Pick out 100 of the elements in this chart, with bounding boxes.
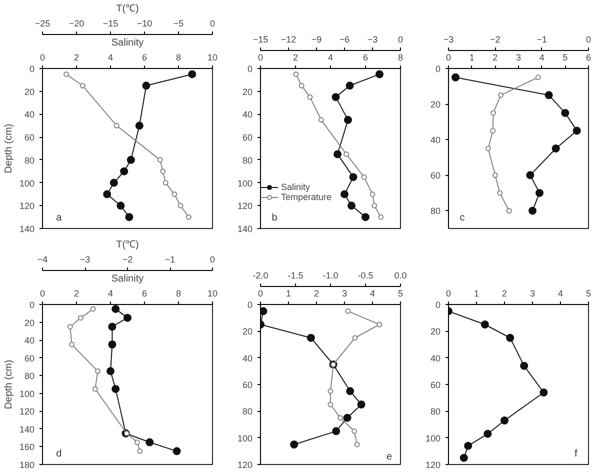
x-tick-label: 0 — [446, 288, 452, 298]
y-tick-label: 120 — [425, 460, 441, 470]
x2-tick-label: 0 — [210, 18, 216, 28]
y-tick-label: 40 — [242, 353, 253, 364]
y-tick-label: 20 — [430, 100, 441, 110]
x-tick-label: 5 — [398, 288, 404, 298]
y-tick-label: 80 — [24, 155, 35, 166]
x-tick-label: 4 — [328, 52, 334, 62]
y-tick-label: 20 — [430, 326, 441, 337]
y-axis-title: Depth (cm) — [3, 124, 14, 174]
y-tick-label: 60 — [24, 353, 35, 364]
y-tick-label: 80 — [242, 155, 253, 166]
x2-tick-label: -1.0 — [322, 270, 338, 280]
y-tick-label: 120 — [237, 460, 253, 470]
x-tick-label: 5 — [586, 288, 592, 298]
x-tick-label: 1 — [286, 288, 292, 298]
x-tick-label: 1 — [469, 52, 474, 62]
x-axis-title: Salinity — [111, 274, 144, 284]
y-tick-label: 0 — [435, 300, 441, 310]
annotation: f — [574, 448, 578, 460]
x2-tick-label: -0.5 — [358, 270, 374, 280]
x2-tick-label: -2.0 — [252, 270, 268, 280]
y-tick-label: 60 — [24, 132, 35, 143]
y-tick-label: 0 — [435, 64, 441, 74]
y-tick-label: 20 — [24, 318, 35, 328]
x-tick-label: 4 — [539, 52, 544, 62]
x2-tick-label: 0.0 — [394, 270, 407, 280]
legend-label: Temperature — [281, 192, 332, 202]
y-tick-label: 20 — [242, 326, 253, 337]
x-tick-label: 3 — [530, 288, 536, 298]
x-tick-label: 2 — [314, 288, 320, 298]
x2-tick-label: −2 — [490, 34, 500, 44]
x2-tick-label: −4 — [37, 254, 48, 264]
y-tick-label: 160 — [19, 442, 35, 452]
y-tick-label: 100 — [237, 433, 253, 444]
y-tick-label: 40 — [430, 135, 441, 146]
y-tick-label: 120 — [237, 201, 253, 212]
x2-tick-label: −9 — [311, 34, 322, 44]
x-tick-label: 4 — [370, 288, 376, 298]
annotation: a — [56, 212, 62, 224]
x-tick-label: 8 — [176, 288, 182, 298]
annotation: b — [272, 212, 278, 224]
y-tick-label: 140 — [19, 224, 35, 234]
x-tick-label: 6 — [586, 52, 592, 62]
x-tick-label: 0 — [258, 52, 264, 62]
x-tick-label: 2 — [74, 52, 80, 62]
y-tick-label: 180 — [19, 460, 35, 470]
x-tick-label: 0 — [258, 288, 264, 298]
y-tick-label: 60 — [430, 170, 441, 181]
y-tick-label: 120 — [19, 406, 35, 417]
x2-tick-label: −1 — [164, 254, 176, 264]
x2-tick-label: −3 — [367, 34, 378, 44]
x2-tick-label: 0 — [210, 254, 216, 264]
y-tick-label: 120 — [19, 201, 35, 212]
y-tick-label: 100 — [19, 388, 35, 399]
y-tick-label: 80 — [24, 371, 35, 382]
x2-tick-label: −1 — [536, 34, 547, 44]
x-tick-label: 8 — [176, 52, 182, 62]
y-tick-label: 40 — [24, 110, 35, 120]
x2-tick-label: −6 — [339, 34, 350, 44]
x2-tick-label: 0 — [398, 34, 404, 44]
x2-tick-label: −12 — [280, 34, 296, 44]
annotation: d — [56, 448, 62, 460]
x-tick-label: 0 — [40, 52, 46, 62]
y-tick-label: 40 — [242, 110, 253, 120]
x2-tick-label: −3 — [443, 34, 454, 44]
x-tick-label: 5 — [562, 52, 568, 62]
y-tick-label: 40 — [24, 336, 35, 346]
y-tick-label: 100 — [19, 178, 35, 188]
x-tick-label: 6 — [142, 52, 148, 62]
x-tick-label: 4 — [558, 288, 564, 298]
y-axis-title: Depth (cm) — [3, 360, 14, 410]
y-tick-label: 40 — [430, 353, 441, 364]
x2-tick-label: −20 — [68, 18, 84, 28]
x-axis-title: Salinity — [111, 38, 144, 48]
x2-tick-label: −25 — [34, 18, 50, 28]
y-tick-label: 60 — [242, 380, 253, 390]
x2-tick-label: -1.5 — [288, 270, 304, 280]
x-tick-label: 3 — [516, 52, 522, 62]
y-tick-label: 100 — [237, 178, 253, 188]
x-tick-label: 2 — [492, 52, 498, 62]
x-tick-label: 4 — [108, 288, 114, 298]
annotation: e — [386, 452, 392, 463]
y-tick-label: 60 — [430, 380, 441, 390]
y-tick-label: 0 — [29, 64, 35, 74]
x2-tick-label: −2 — [122, 254, 133, 264]
x-tick-label: 8 — [398, 52, 404, 62]
x-tick-label: 2 — [74, 288, 80, 298]
x-tick-label: 10 — [207, 288, 218, 298]
x-tick-label: 2 — [292, 52, 298, 62]
x-tick-label: 4 — [108, 52, 114, 62]
x-tick-label: 1 — [474, 288, 480, 298]
y-tick-label: 140 — [237, 224, 253, 234]
y-tick-label: 80 — [430, 406, 441, 417]
x2-tick-label: −5 — [173, 18, 184, 28]
x-tick-label: 6 — [142, 288, 148, 298]
x2-tick-label: −15 — [102, 18, 118, 28]
x-tick-label: 2 — [502, 288, 508, 298]
y-tick-label: 0 — [247, 64, 253, 74]
y-tick-label: 80 — [430, 206, 441, 216]
